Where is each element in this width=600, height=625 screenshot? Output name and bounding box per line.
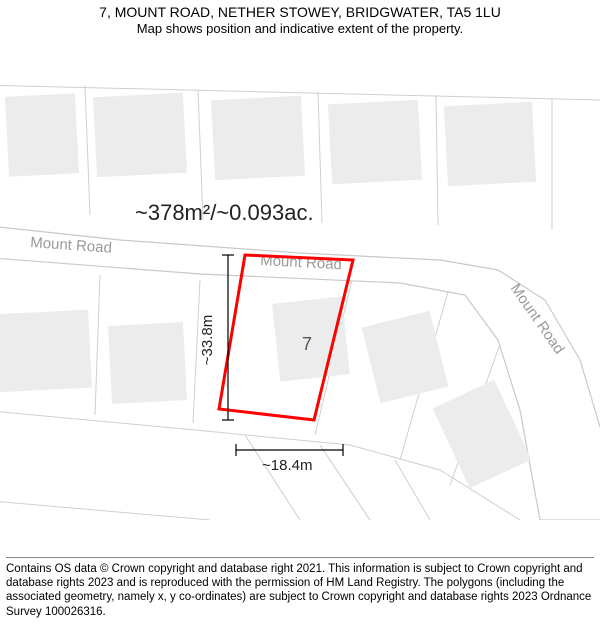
building-shape xyxy=(211,96,305,181)
building-shape xyxy=(108,322,187,404)
building-shape xyxy=(93,93,187,178)
house-number: 7 xyxy=(302,334,312,354)
page-subtitle: Map shows position and indicative extent… xyxy=(0,21,600,36)
map-area: Mount RoadMount RoadMount Road ~33.8m~18… xyxy=(0,40,600,520)
dim-height-label: ~33.8m xyxy=(199,315,216,365)
map-svg: Mount RoadMount RoadMount Road ~33.8m~18… xyxy=(0,40,600,520)
building-shape xyxy=(0,310,92,393)
page: 7, MOUNT ROAD, NETHER STOWEY, BRIDGWATER… xyxy=(0,0,600,625)
fence-line xyxy=(95,275,100,415)
building-shape xyxy=(444,102,536,186)
fence-line xyxy=(245,435,300,520)
fence-line xyxy=(436,95,438,225)
fence-line xyxy=(320,445,370,520)
dim-width-label: ~18.4m xyxy=(262,457,312,474)
fence-line xyxy=(0,500,210,520)
footer-copyright: Contains OS data © Crown copyright and d… xyxy=(6,557,594,620)
area-label: ~378m²/~0.093ac. xyxy=(135,200,314,225)
building-shape xyxy=(328,100,422,185)
fence-line xyxy=(85,85,90,215)
building-shape xyxy=(5,93,79,177)
header: 7, MOUNT ROAD, NETHER STOWEY, BRIDGWATER… xyxy=(0,0,600,36)
page-title: 7, MOUNT ROAD, NETHER STOWEY, BRIDGWATER… xyxy=(0,4,600,20)
building-shape xyxy=(362,311,449,404)
fence-line xyxy=(395,460,430,520)
fence-line xyxy=(318,92,322,223)
